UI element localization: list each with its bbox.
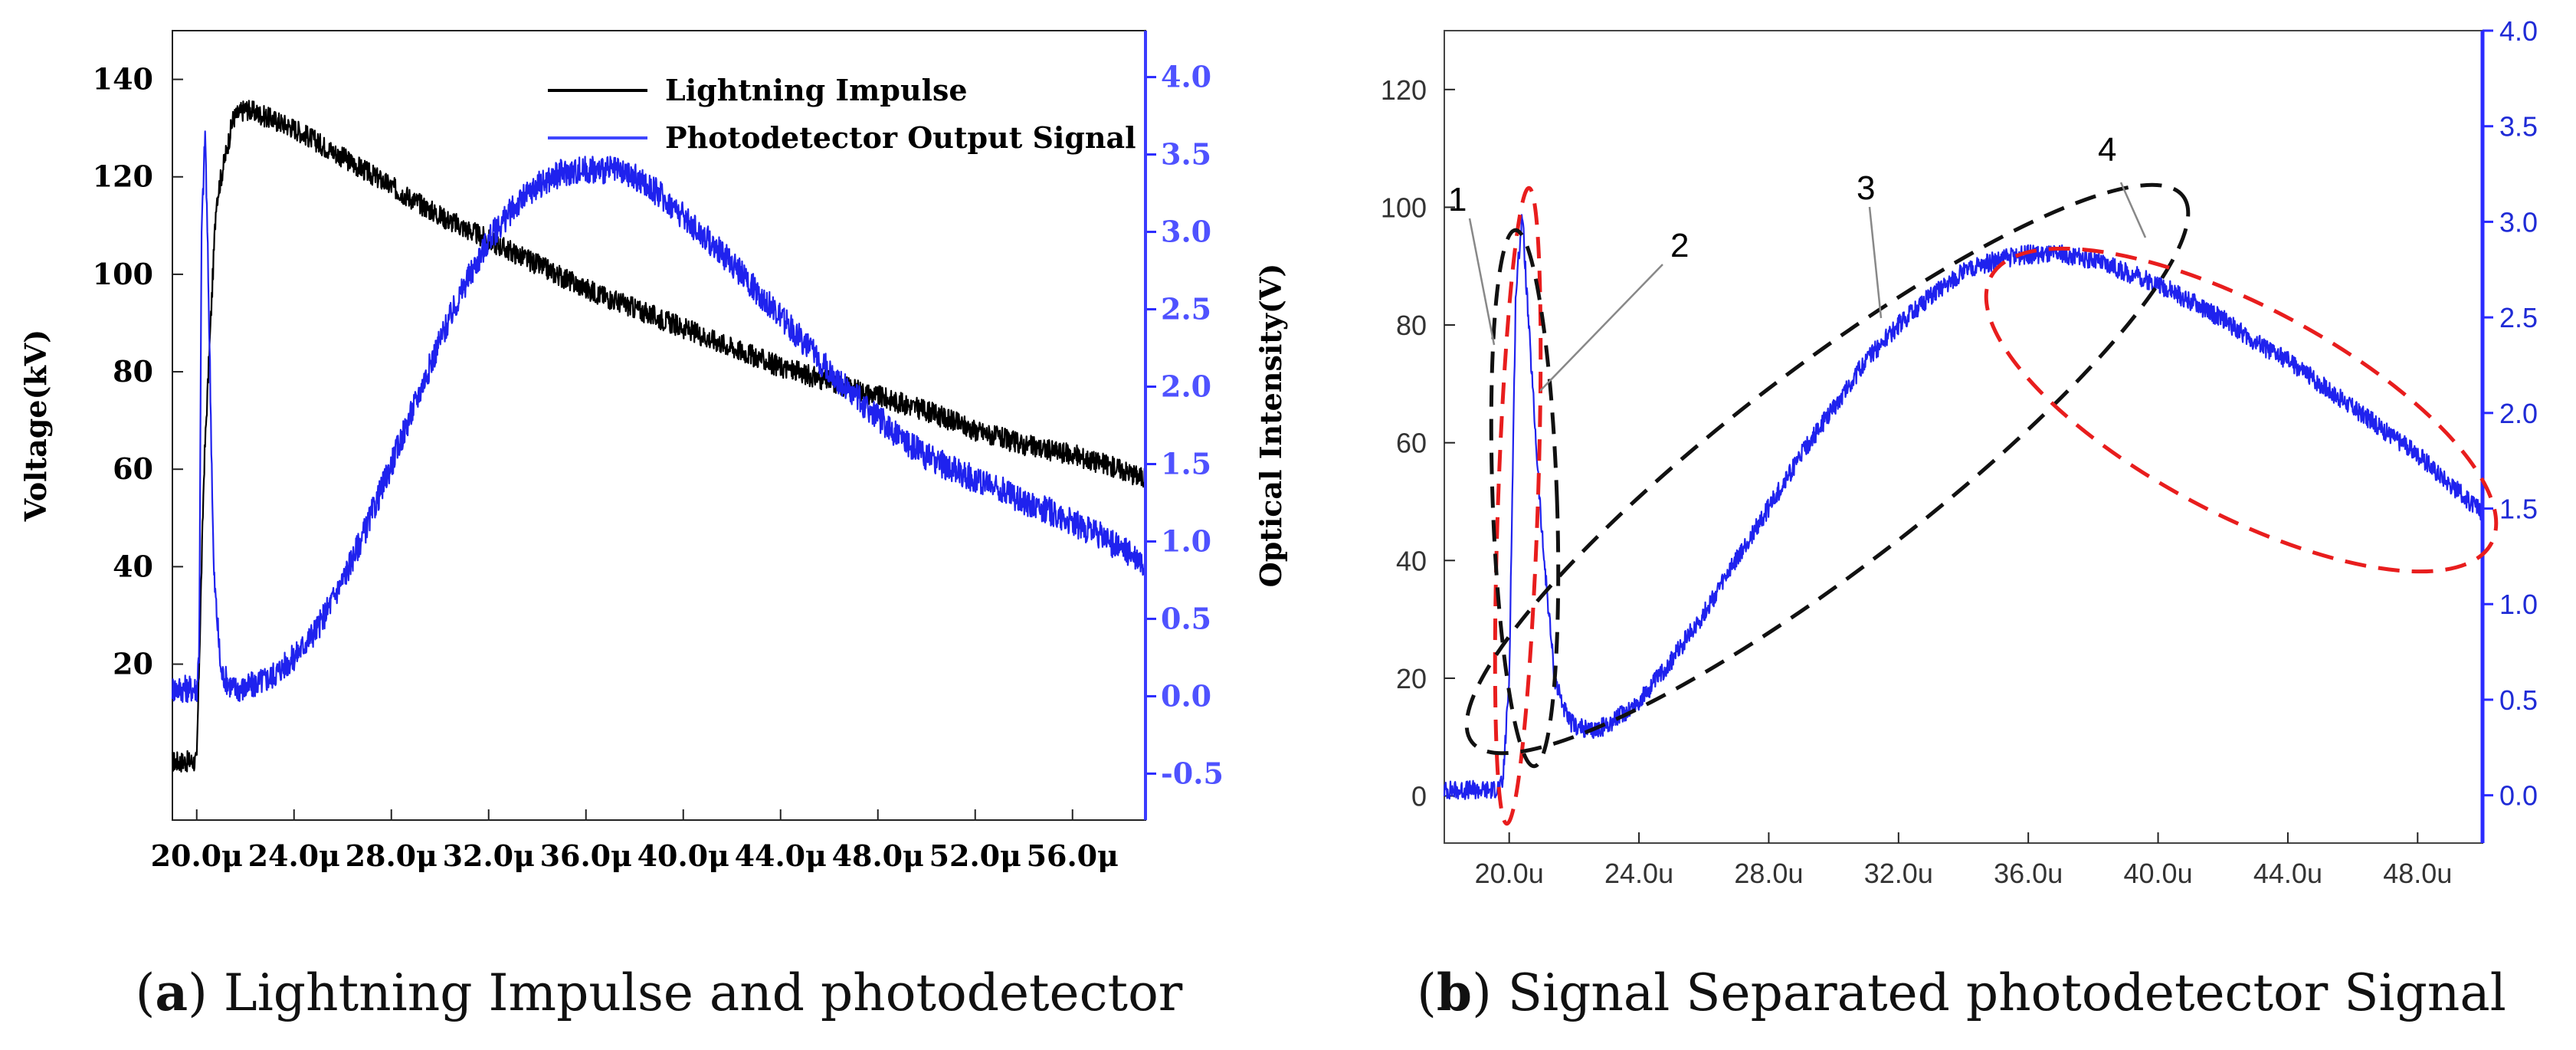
y-tick-label-right: 1.5 [2499, 494, 2538, 525]
y-tick-label-left: 120 [1381, 74, 1427, 106]
x-tick-label: 40.0μ [637, 838, 729, 873]
y-tick-label-left: 140 [93, 62, 153, 97]
y-tick-label-left: 60 [113, 451, 153, 486]
x-tick-label: 24.0u [1604, 858, 1673, 889]
caption-b-letter: b [1437, 963, 1472, 1022]
ellipse-2-black [1489, 228, 1561, 769]
annotation-label-1: 1 [1448, 181, 1467, 218]
annotation-label-4: 4 [2098, 131, 2116, 169]
x-tick-label: 52.0μ [929, 838, 1021, 873]
y-tick-label-left: 100 [1381, 192, 1427, 223]
chart-panel-a: 20 40 60 80 100 120 140 -0.5 0.0 0.5 1.0 1.5 2.0 2.5… [18, 30, 1288, 873]
caption-a-text: Lightning Impulse and photodetector [224, 963, 1183, 1022]
legend-a: Lightning Impulse Photodetector Output S… [548, 73, 1136, 155]
y-tick-label-right: 2.0 [1161, 369, 1211, 404]
x-tick-label: 28.0μ [346, 838, 438, 873]
y-tick-label-right: 2.5 [1161, 292, 1211, 326]
x-tick-label: 36.0u [1994, 858, 2063, 889]
y-tick-label-left: 60 [1396, 428, 1427, 459]
y-tick-label-left: 80 [1396, 310, 1427, 341]
leader-1 [1468, 218, 1496, 346]
y-tick-label-left: 0 [1411, 781, 1427, 812]
y-tick-label-right: -0.5 [1161, 756, 1224, 790]
x-tick-label: 32.0u [1864, 858, 1933, 889]
y-tick-label-right: 0.5 [1161, 601, 1211, 635]
y-tick-label-left: 20 [113, 647, 153, 681]
y-tick-label-left: 100 [93, 257, 153, 291]
x-tick-label: 28.0u [1734, 858, 1803, 889]
legend-label-lightning: Lightning Impulse [665, 73, 968, 107]
y-tick-label-right: 0.0 [1161, 678, 1211, 713]
y-tick-label-left: 40 [1396, 545, 1427, 576]
y-tick-label-right: 1.0 [1161, 523, 1211, 558]
leader-3 [1868, 206, 1883, 319]
caption-b: (b) Signal Separated photodetector Signa… [1417, 963, 2506, 1022]
y-tick-label-right: 3.5 [2499, 111, 2538, 143]
legend-label-photodetector: Photodetector Output Signal [665, 120, 1136, 155]
ellipse-1-red [1493, 185, 1543, 826]
series-line-lightning-impulse [172, 100, 1147, 773]
y-tick-label-right: 2.5 [2499, 302, 2538, 333]
y-axis-label-left-a: Voltage(kV) [18, 330, 53, 522]
y-axis-label-right-a: Optical Intensity(V) [1254, 264, 1288, 588]
y-tick-label-right: 3.5 [1161, 137, 1211, 172]
x-tick-label: 20.0u [1475, 858, 1544, 889]
x-tick-label: 48.0u [2383, 858, 2452, 889]
y-tick-label-right: 2.0 [2499, 398, 2538, 429]
annotation-label-3: 3 [1857, 169, 1875, 207]
caption-a-letter: a [155, 963, 188, 1022]
x-tick-label: 24.0μ [248, 838, 340, 873]
x-tick-label: 44.0μ [735, 838, 827, 873]
caption-b-text: Signal Separated photodetector Signal [1508, 963, 2506, 1022]
chart-panel-b: 0 20 40 60 80 100 120 0.0 0.5 1.0 1.5 2.0 2.5 3.0 3.5… [1381, 15, 2538, 889]
y-tick-label-right: 0.5 [2499, 684, 2538, 716]
annotation-label-2: 2 [1670, 227, 1689, 264]
y-tick-label-right: 3.0 [2499, 206, 2538, 238]
y-tick-label-right: 0.0 [2499, 780, 2538, 812]
series-line-photodetector-output-signal [171, 130, 1147, 704]
y-tick-label-right: 4.0 [1161, 60, 1211, 94]
y-tick-label-right: 1.5 [1161, 446, 1211, 481]
x-tick-label: 20.0μ [151, 838, 243, 873]
y-tick-label-right: 1.0 [2499, 589, 2538, 620]
y-tick-label-left: 120 [93, 159, 153, 194]
x-tick-label: 40.0u [2124, 858, 2193, 889]
y-tick-label-right: 3.0 [1161, 215, 1211, 249]
y-tick-label-left: 40 [113, 549, 153, 583]
annotation-ellipses [1464, 182, 2499, 826]
y-tick-label-left: 80 [113, 354, 153, 389]
x-tick-label: 56.0μ [1027, 838, 1119, 873]
annotation-leaders [1468, 182, 2147, 392]
leader-2 [1539, 264, 1663, 392]
x-tick-label: 44.0u [2253, 858, 2322, 889]
y-tick-label-left: 20 [1396, 663, 1427, 694]
x-tick-label: 48.0μ [832, 838, 924, 873]
ellipse-4-red [1984, 246, 2499, 574]
x-tick-label: 36.0μ [540, 838, 632, 873]
panel-b-frame [1444, 30, 2483, 844]
y-tick-label-right: 4.0 [2499, 15, 2538, 47]
leader-4 [2119, 182, 2147, 238]
x-tick-label: 32.0μ [443, 838, 535, 873]
series-line-signal [1443, 214, 2484, 800]
caption-a: (a) Lightning Impulse and photodetector [136, 963, 1183, 1022]
ellipse-3-black [1464, 182, 2191, 756]
